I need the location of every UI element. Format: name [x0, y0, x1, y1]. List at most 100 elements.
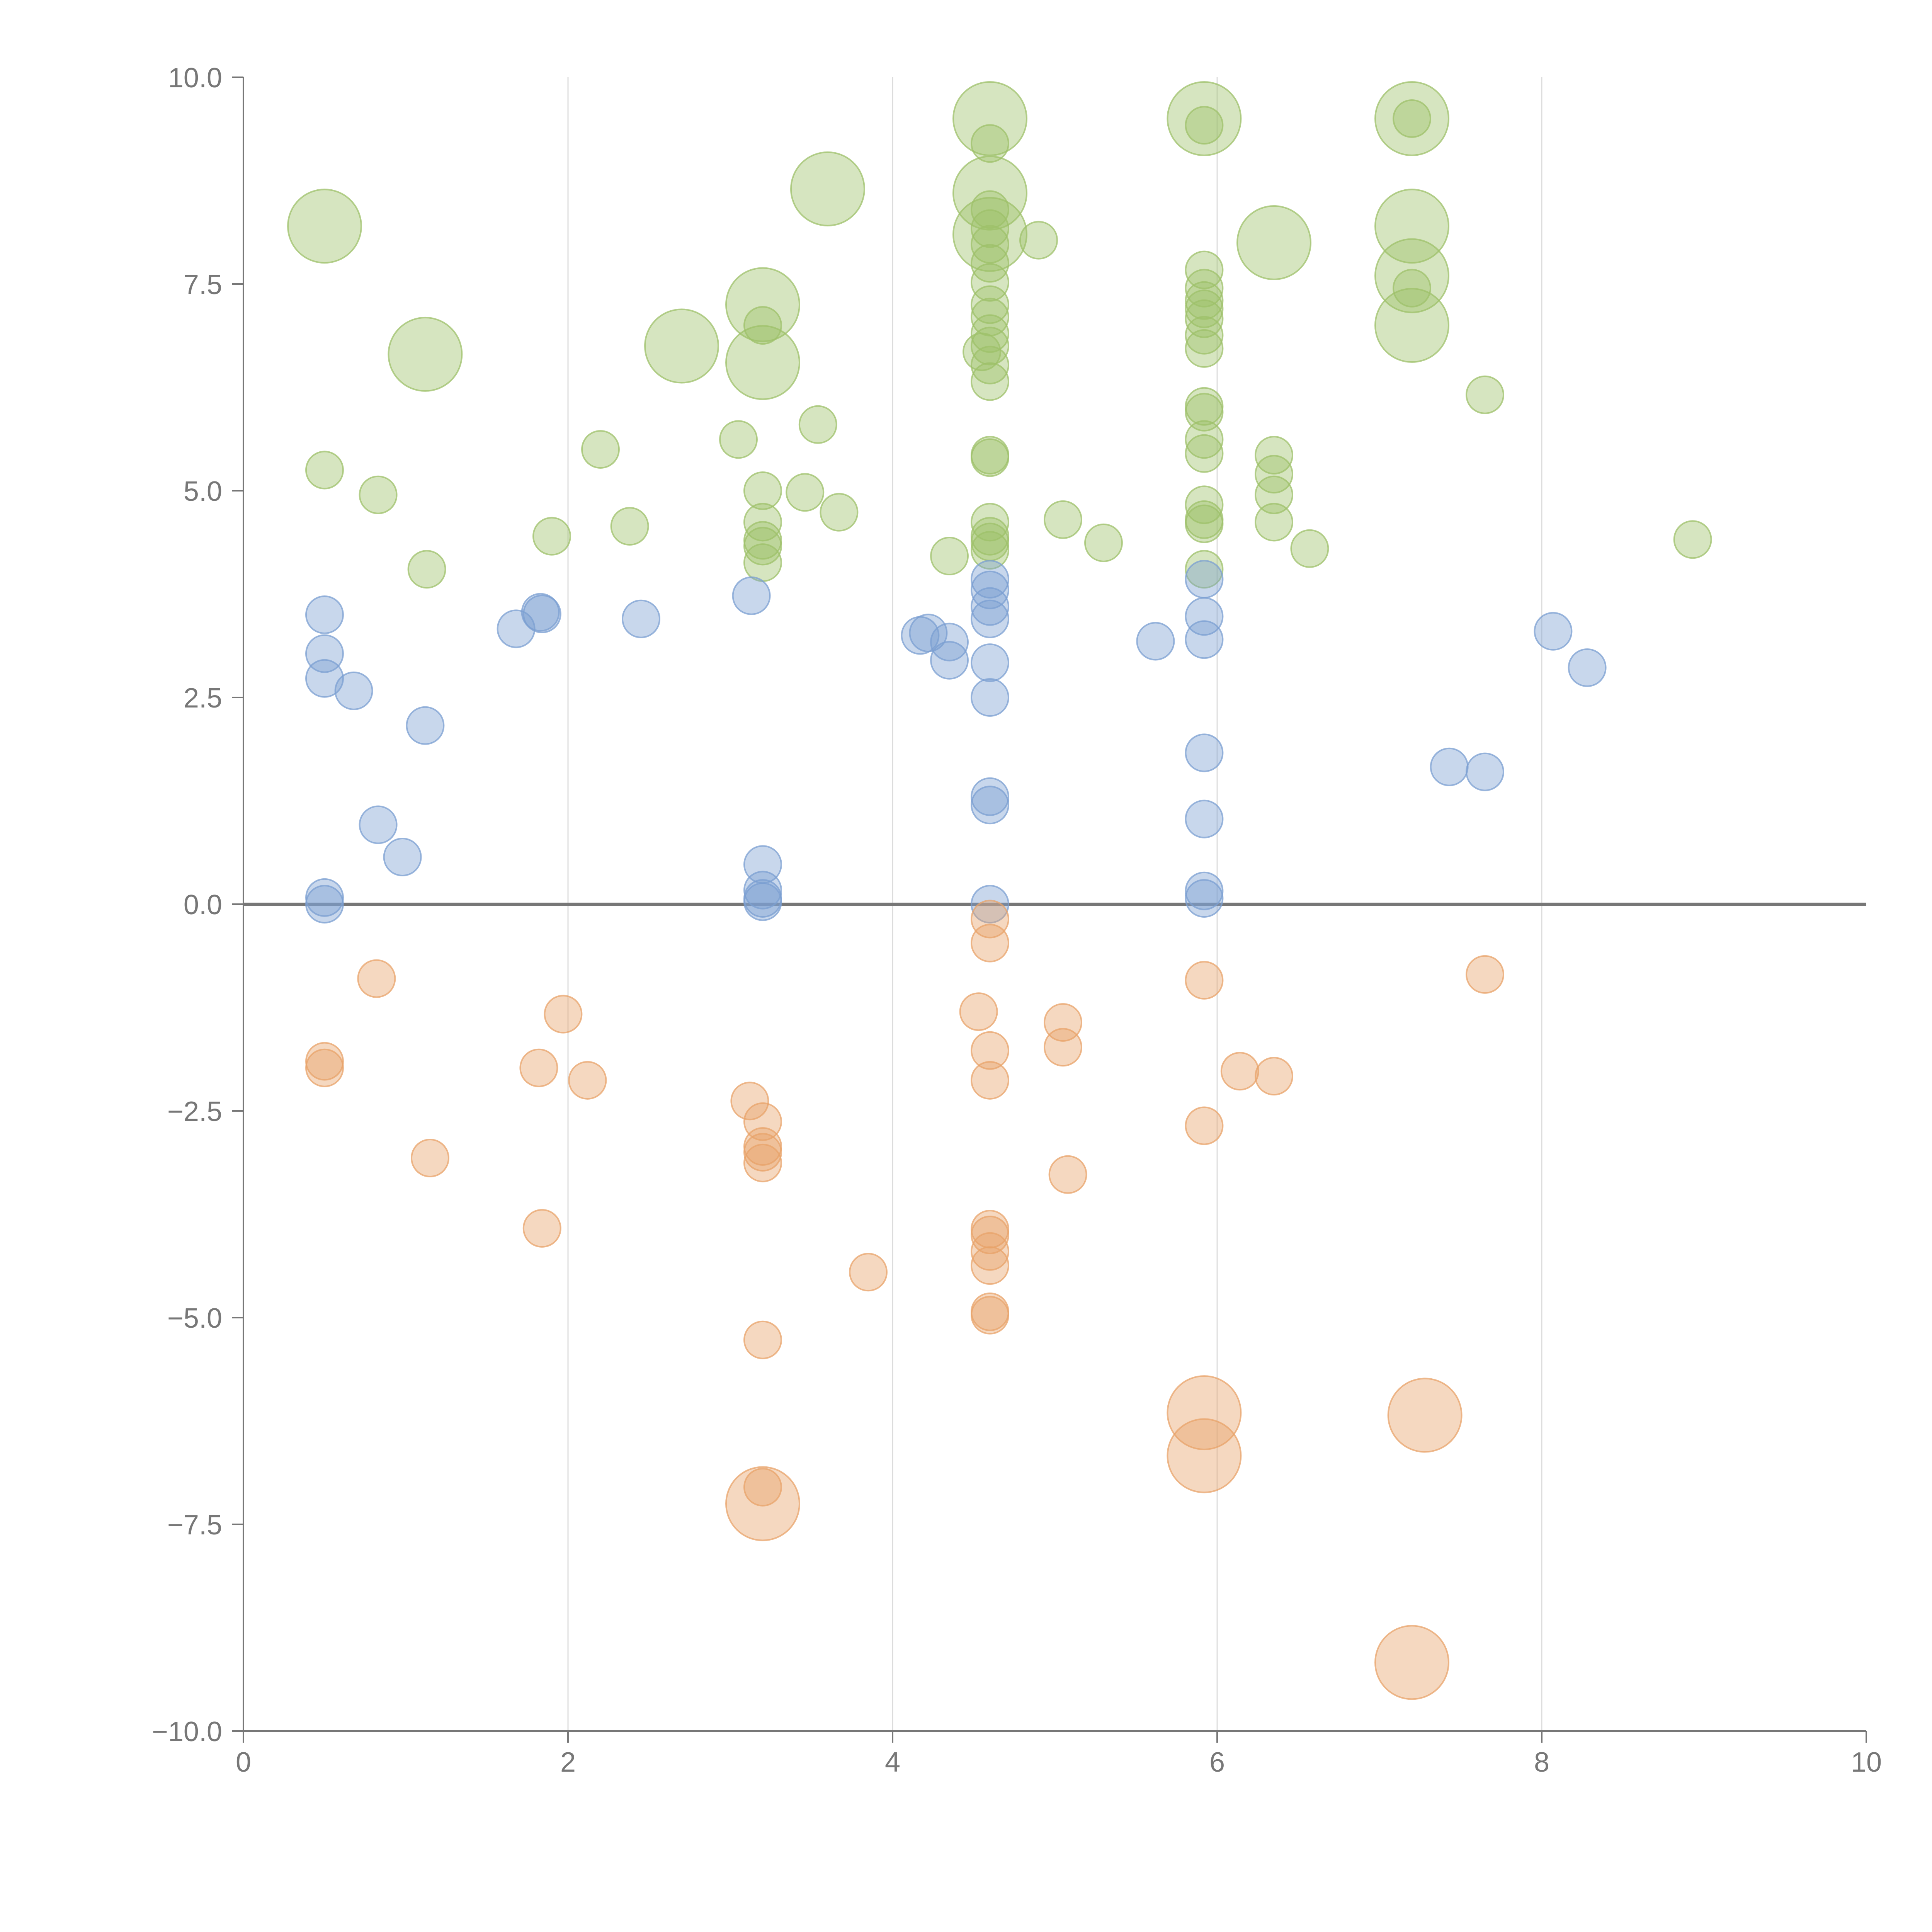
bubble-orange [743, 1127, 782, 1166]
bubble-green [930, 537, 969, 576]
bubble-orange [1185, 1106, 1224, 1145]
bubble-orange [1374, 1625, 1449, 1700]
bubble-blue [359, 805, 398, 844]
bubble-green [1393, 99, 1431, 138]
bubble-orange [568, 1061, 607, 1100]
bubble-green [1393, 269, 1431, 308]
bubble-green [1185, 106, 1224, 145]
bubble-orange [305, 1048, 344, 1087]
bubble-blue [1430, 747, 1469, 786]
bubble-orange [544, 995, 583, 1034]
y-tick-label: 7.5 [184, 269, 222, 300]
bubble-blue [971, 777, 1009, 816]
bubble-green [1236, 205, 1311, 280]
bubble-green [971, 517, 1009, 556]
y-tick-label: −7.5 [167, 1510, 222, 1541]
bubble-orange [971, 900, 1009, 939]
bubbles [287, 81, 1712, 1700]
bubble-green [1185, 504, 1224, 543]
bubble-green [971, 263, 1009, 302]
tick-marks-and-labels: 0 2 4 6 8 10 10.0 7.5 5.0 2.5 0.0 −2.5 −5.0 −7.5 −10.0 [152, 63, 1882, 1778]
bubble-blue [1185, 733, 1224, 772]
bubble-green [719, 420, 758, 459]
bubble-blue [1185, 879, 1224, 918]
bubble-blue [732, 576, 771, 615]
bubble-green [1185, 299, 1224, 338]
bubble-blue [622, 599, 660, 638]
bubble-blue [1466, 752, 1504, 791]
bubble-orange [522, 1209, 561, 1248]
bubble-orange [1220, 1052, 1259, 1091]
bubble-blue [971, 885, 1009, 923]
y-tick-label: 10.0 [168, 63, 222, 94]
bubble-blue [1568, 648, 1607, 687]
bubble-green [725, 325, 800, 400]
bubble-blue [971, 643, 1009, 682]
bubble-green [1185, 550, 1224, 589]
bubble-orange [357, 959, 396, 998]
bubble-green [287, 189, 362, 264]
bubble-blue [971, 570, 1009, 609]
bubble-green [1255, 503, 1293, 542]
bubble-green [971, 362, 1009, 401]
bubble-green [971, 209, 1009, 248]
bubble-orange [519, 1048, 558, 1087]
bubble-blue [971, 560, 1009, 599]
bubble-blue [743, 871, 782, 910]
bubble-blue [497, 609, 536, 648]
bubble-orange [743, 1320, 782, 1359]
bubble-green [971, 285, 1009, 324]
bubble-orange [743, 1143, 782, 1182]
bubble-orange [971, 1246, 1009, 1285]
bubble-green [1167, 81, 1242, 156]
y-tick-label: 2.5 [184, 683, 222, 714]
bubble-orange [1466, 955, 1504, 994]
bubble-green [388, 316, 463, 392]
bubble-green [743, 471, 782, 510]
bubble-blue [1185, 597, 1224, 636]
bubble-green [305, 451, 344, 490]
bubble-green [971, 531, 1009, 570]
bubble-blue [971, 786, 1009, 825]
bubble-orange [971, 1216, 1009, 1254]
bubble-green [1185, 393, 1224, 432]
bubble-green [786, 473, 825, 512]
bubble-green [1019, 221, 1058, 260]
bubble-orange [1167, 1418, 1242, 1493]
x-tick-label: 8 [1534, 1747, 1549, 1778]
bubble-blue [305, 659, 344, 698]
bubble-green [1084, 523, 1123, 562]
bubble-green [1673, 520, 1712, 559]
bubble-orange [971, 1031, 1009, 1070]
bubble-green [581, 430, 620, 469]
bubble-orange [971, 1296, 1009, 1335]
bubble-green [1290, 529, 1329, 568]
y-tick-label: 5.0 [184, 476, 222, 507]
bubble-orange [971, 923, 1009, 963]
bubble-blue [1185, 560, 1224, 599]
bubble-green [952, 197, 1027, 272]
bubble-green [1255, 475, 1293, 514]
bubble-orange [1048, 1155, 1087, 1194]
bubble-orange [743, 1468, 782, 1507]
bubble-green [610, 507, 649, 546]
bubble-green [820, 493, 859, 532]
bubble-green [1374, 81, 1449, 156]
x-tick-label: 10 [1851, 1747, 1882, 1778]
bubble-green [1185, 269, 1224, 308]
bubble-orange [730, 1082, 769, 1121]
bubble-green [1374, 288, 1449, 363]
bubble-green [971, 314, 1009, 353]
bubble-green [359, 475, 398, 514]
bubble-green [407, 550, 446, 589]
y-tick-label: 0.0 [184, 889, 222, 920]
bubble-blue [909, 614, 948, 653]
bubble-blue [521, 593, 560, 632]
bubble-blue [334, 671, 373, 710]
bubble-blue [743, 882, 782, 921]
bubble-orange [1044, 1028, 1082, 1067]
bubble-blue [1185, 799, 1224, 838]
bubble-green [798, 405, 837, 444]
bubble-blue [971, 678, 1009, 717]
